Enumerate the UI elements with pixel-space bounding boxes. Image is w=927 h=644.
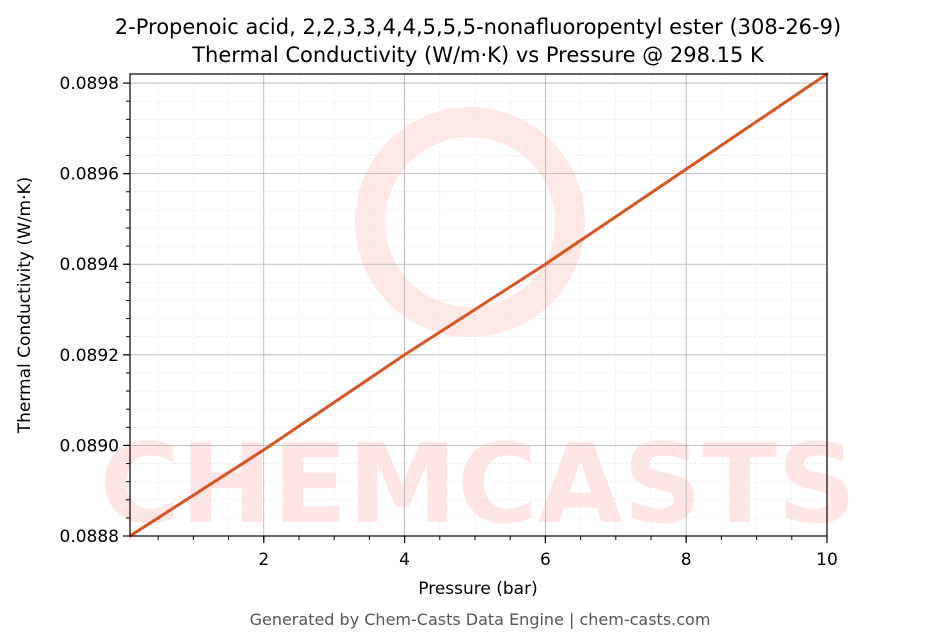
watermark: CHEMCASTS — [100, 107, 857, 548]
y-axis-label: Thermal Conductivity (W/m·K) — [15, 177, 35, 435]
x-tick-label: 4 — [399, 550, 410, 570]
series-line — [128, 72, 829, 538]
x-tick-label: 8 — [681, 550, 692, 570]
watermark-logo-ring — [355, 107, 585, 337]
y-tick-label: 0.0890 — [60, 436, 119, 456]
x-tick-label: 10 — [816, 550, 838, 570]
plot-frame — [129, 73, 828, 537]
chart-subtitle: Thermal Conductivity (W/m·K) vs Pressure… — [191, 43, 765, 67]
y-tick-label: 0.0896 — [60, 165, 119, 185]
footer-text: Generated by Chem-Casts Data Engine | ch… — [250, 610, 711, 629]
y-tick-label: 0.0892 — [60, 346, 119, 366]
y-tick-label: 0.0898 — [60, 74, 119, 94]
y-tick-label: 0.0894 — [60, 255, 119, 275]
axis-ticks: 2 4 6 8 10 0.0888 0.0890 0.0892 0.0894 0.0896 0.08… — [60, 74, 838, 570]
data-series — [128, 72, 829, 538]
chart-title: 2-Propenoic acid, 2,2,3,3,4,4,5,5,5-nona… — [115, 15, 841, 39]
x-tick-label: 2 — [258, 550, 269, 570]
y-tick-label: 0.0888 — [60, 527, 119, 547]
watermark-text: CHEMCASTS — [100, 420, 857, 548]
x-tick-label: 6 — [540, 550, 551, 570]
x-axis-label: Pressure (bar) — [418, 579, 537, 599]
